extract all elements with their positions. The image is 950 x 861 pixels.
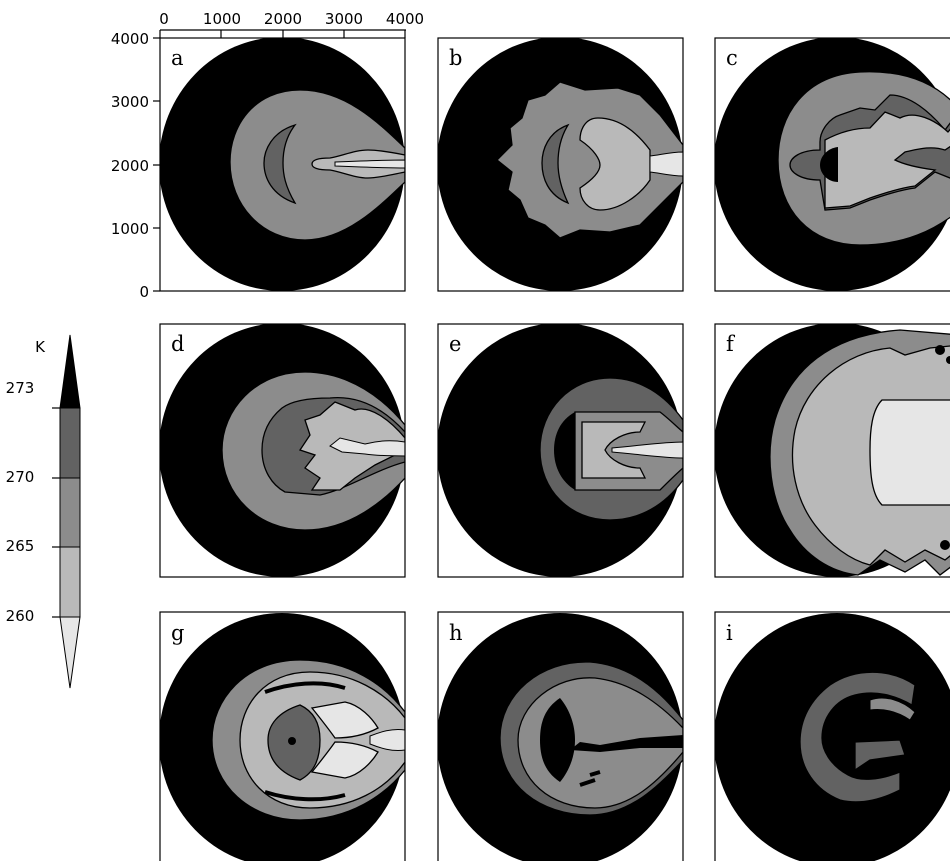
colorbar-level-label: 273 [6,379,35,397]
panel-label: e [449,332,461,356]
x-tick-label: 4000 [386,10,424,28]
panel-label: g [171,621,184,645]
x-tick-label: 0 [159,10,169,28]
y-axis: 4000 3000 2000 1000 0 [111,30,160,301]
y-tick-label: 2000 [111,157,149,175]
colorbar-segment [59,546,81,618]
panel-i: i [714,611,950,861]
panel-g: g [159,611,406,861]
x-tick-label: 3000 [325,10,363,28]
x-axis: 0 1000 2000 3000 4000 [159,10,424,38]
panel-label: f [726,332,736,356]
panel-b: b [437,37,684,292]
panel-label: b [449,46,462,70]
colorbar-level-label: 265 [6,537,35,555]
panel-c: c [714,37,950,292]
colorbar-segment [59,407,81,479]
panel-h: h [437,611,684,861]
x-tick-label: 2000 [264,10,302,28]
y-tick-label: 3000 [111,93,149,111]
colorbar-top-triangle [59,334,81,409]
colorbar-unit-label: K [35,338,46,356]
panel-a: a [159,37,406,292]
colorbar-segment [59,477,81,548]
colorbar: K 273 270 265 260 [6,334,81,689]
y-tick-label: 4000 [111,30,149,48]
panel-label: a [171,46,184,70]
panel-label: c [726,46,738,70]
x-tick-label: 1000 [203,10,241,28]
panel-label: d [171,332,184,356]
panel-label: i [726,621,733,645]
y-tick-label: 1000 [111,220,149,238]
panel-f: f [714,323,950,578]
y-tick-label: 0 [139,283,149,301]
panel-d: d [159,323,406,578]
colorbar-level-label: 260 [6,607,35,625]
colorbar-bottom-triangle [59,616,81,689]
colorbar-level-label: 270 [6,468,35,486]
panel-label: h [449,621,463,645]
panel-e: e [437,323,684,578]
